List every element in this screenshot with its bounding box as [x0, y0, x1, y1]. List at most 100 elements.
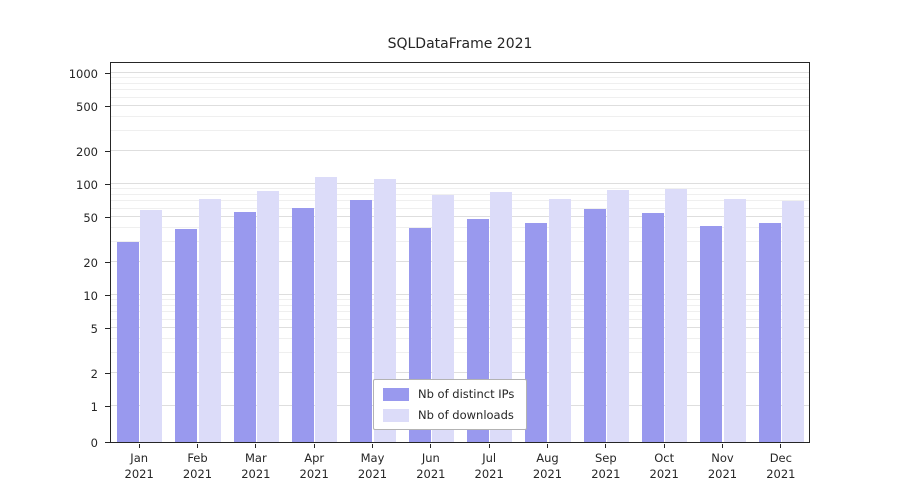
bar-downloads — [665, 189, 688, 442]
bar-downloads — [606, 190, 630, 442]
gridline — [111, 188, 809, 190]
bar-downloads — [548, 199, 571, 442]
gridline — [111, 149, 809, 151]
y-tick-label: 500 — [76, 100, 98, 115]
bar-distinct-ips — [700, 225, 723, 442]
y-tick-mark — [105, 295, 110, 296]
gridline — [111, 116, 809, 118]
gridline — [111, 294, 809, 295]
bar-downloads — [256, 191, 280, 442]
bar-distinct-ips — [175, 229, 198, 442]
gridline — [111, 105, 809, 107]
bar-downloads — [140, 210, 163, 442]
bar-distinct-ips — [350, 199, 373, 442]
x-tick-label: Oct 2021 — [649, 451, 679, 481]
bar-distinct-ips — [525, 222, 548, 442]
x-tick-mark — [722, 444, 723, 448]
y-tick-label: 50 — [83, 211, 98, 226]
x-tick-mark — [255, 444, 257, 448]
x-tick-label: Jul 2021 — [474, 451, 504, 481]
x-tick-mark — [430, 444, 432, 448]
x-tick-label: Apr 2021 — [299, 451, 329, 481]
chart-title: SQLDataFrame 2021 — [387, 36, 533, 52]
y-tick-mark — [105, 150, 110, 152]
x-tick-mark — [780, 444, 782, 448]
y-tick-label: 200 — [76, 144, 98, 159]
bar-downloads — [315, 177, 338, 442]
bar-downloads — [373, 179, 396, 442]
y-tick-label: 1000 — [68, 67, 98, 81]
gridline — [111, 207, 809, 209]
bar-distinct-ips — [758, 222, 781, 442]
bar-downloads — [198, 199, 221, 442]
gridline — [111, 241, 809, 243]
bar-distinct-ips — [291, 207, 315, 442]
y-tick-mark — [105, 372, 110, 374]
y-tick-mark — [105, 184, 110, 185]
gridline — [111, 352, 809, 354]
y-tick-mark — [105, 73, 110, 74]
bar-distinct-ips — [583, 209, 606, 442]
legend-item-distinct-ips: Nb of distinct IPs — [383, 387, 514, 401]
y-tick-label: 5 — [90, 322, 98, 337]
gridline — [111, 318, 809, 320]
legend-swatch-distinct-ips — [383, 387, 409, 401]
y-tick-label: 2 — [90, 366, 98, 381]
gridline — [111, 338, 809, 340]
legend-item-downloads: Nb of downloads — [383, 408, 514, 422]
gridline — [111, 260, 809, 262]
legend-label-distinct-ips: Nb of distinct IPs — [418, 387, 515, 401]
x-axis: Jan 2021 Feb 2021 Mar 2021 Apr 2021 May 2021 Jun 20… — [110, 443, 810, 495]
gridline — [111, 371, 809, 373]
y-tick-mark — [105, 406, 110, 407]
gridline — [111, 311, 809, 313]
x-tick-label: Nov 2021 — [707, 451, 738, 481]
gridline — [111, 89, 809, 91]
x-tick-mark — [313, 444, 315, 448]
x-tick-mark — [663, 444, 665, 448]
gridline — [111, 77, 809, 79]
gridline — [111, 130, 809, 132]
y-tick-label: 10 — [83, 289, 98, 303]
bar-downloads — [723, 198, 746, 442]
y-tick-label: 100 — [76, 178, 98, 192]
gridline — [111, 72, 809, 73]
legend-swatch-downloads — [383, 408, 409, 422]
y-tick-label: 0 — [90, 436, 98, 450]
y-tick-label: 20 — [83, 255, 98, 270]
gridline — [111, 216, 809, 218]
gridline — [111, 193, 809, 195]
x-tick-label: Dec 2021 — [766, 451, 796, 481]
y-tick-mark — [105, 106, 110, 108]
gridline — [111, 304, 809, 306]
x-tick-mark — [197, 444, 198, 448]
x-tick-label: Sep 2021 — [591, 451, 621, 481]
gridline — [111, 327, 809, 329]
x-tick-label: Mar 2021 — [241, 451, 271, 481]
x-tick-mark — [372, 444, 373, 448]
bar-downloads — [781, 201, 805, 442]
gridline — [111, 82, 809, 84]
x-tick-mark — [488, 444, 490, 448]
x-tick-mark — [605, 444, 607, 448]
bar-distinct-ips — [116, 242, 140, 442]
bar-distinct-ips — [233, 211, 256, 442]
x-tick-label: Jun 2021 — [416, 451, 446, 481]
x-tick-label: Feb 2021 — [182, 451, 213, 481]
y-tick-mark — [105, 328, 110, 330]
legend: Nb of distinct IPs Nb of downloads — [373, 379, 528, 430]
y-tick-label: 1 — [90, 400, 98, 414]
gridline — [111, 183, 809, 184]
x-tick-label: May 2021 — [357, 451, 388, 481]
x-tick-mark — [138, 444, 140, 448]
x-tick-label: Jan 2021 — [124, 451, 154, 481]
y-tick-mark — [105, 217, 110, 219]
y-tick-mark — [105, 261, 110, 263]
gridline — [111, 96, 809, 98]
y-axis: 0 1 2 5 10 20 50 100 200 500 1000 — [0, 62, 110, 450]
legend-label-downloads: Nb of downloads — [418, 408, 514, 422]
x-tick-mark — [547, 444, 548, 448]
gridline — [111, 227, 809, 229]
x-tick-label: Aug 2021 — [532, 451, 563, 481]
